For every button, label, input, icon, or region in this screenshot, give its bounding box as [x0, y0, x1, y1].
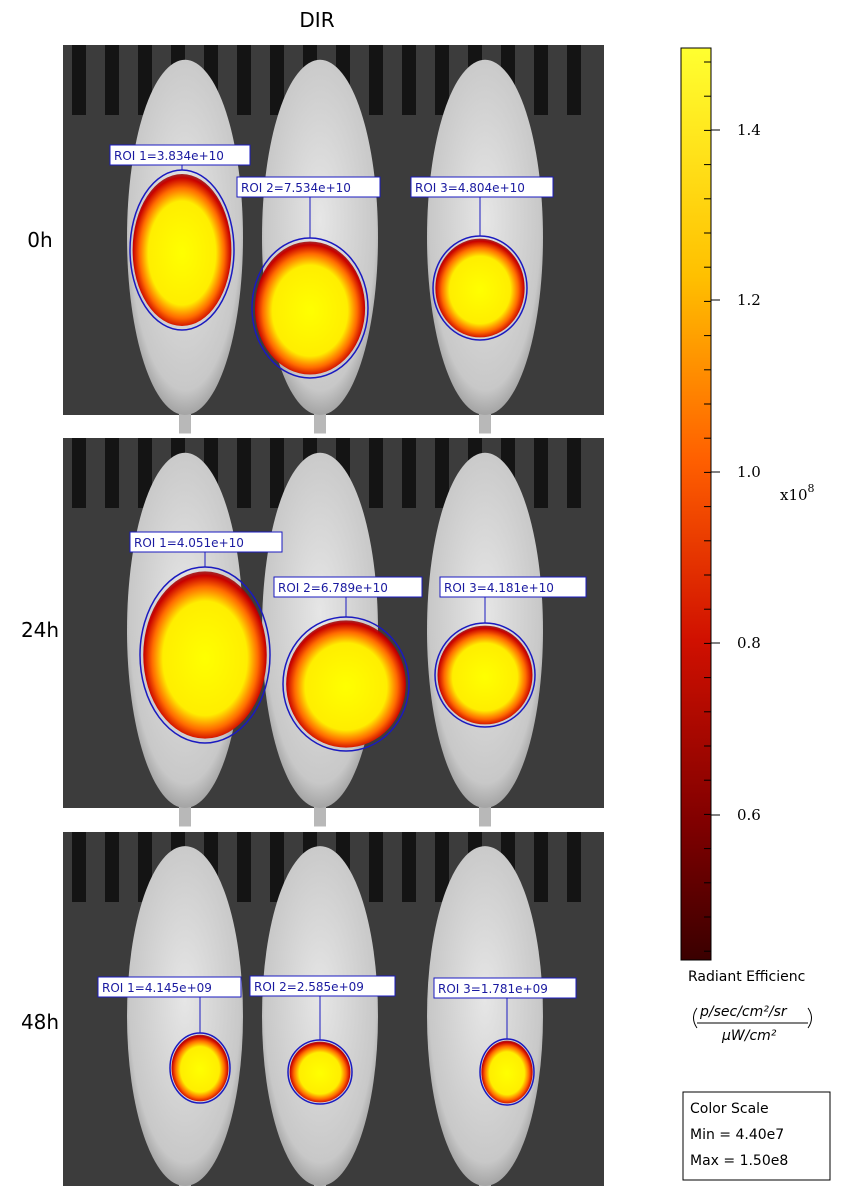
title: DIR: [299, 8, 334, 32]
unit-denominator: μW/cm²: [721, 1028, 777, 1044]
holder: [270, 45, 284, 115]
holder: [402, 45, 416, 115]
roi-label-box: [236, 176, 381, 198]
color-bar: [680, 47, 712, 961]
holder: [72, 832, 86, 902]
holder: [237, 438, 251, 508]
time-label: 48h: [21, 1010, 59, 1034]
holder: [534, 438, 548, 508]
holder: [435, 45, 449, 115]
box-title: Color Scale: [690, 1101, 769, 1117]
box-max: Max = 1.50e8: [690, 1153, 788, 1169]
roi-label: ROI 3=1.781e+09: [438, 982, 548, 996]
holder: [567, 438, 581, 508]
multiplier: x108: [780, 482, 815, 504]
signal: [481, 1040, 533, 1104]
tick-label: 0.6: [737, 806, 761, 824]
holder: [435, 832, 449, 902]
mouse: [427, 846, 543, 1186]
signal: [289, 1041, 351, 1103]
signal: [254, 241, 366, 375]
holder: [72, 45, 86, 115]
roi-label-box: [439, 576, 587, 598]
signal: [143, 571, 267, 739]
time-label: 0h: [27, 228, 52, 252]
roi-label: ROI 1=3.834e+10: [114, 149, 224, 163]
holder: [369, 832, 383, 902]
roi-label-box: [249, 975, 396, 997]
mouse: [427, 59, 543, 415]
holder: [237, 45, 251, 115]
roi-label: ROI 2=7.534e+10: [241, 181, 351, 195]
holder: [534, 45, 548, 115]
signal: [437, 625, 533, 725]
mouse: [127, 846, 243, 1186]
signal: [286, 620, 406, 748]
holder: [369, 438, 383, 508]
unit-numerator: p/sec/cm²/sr: [699, 1004, 788, 1020]
roi-label: ROI 3=4.181e+10: [444, 581, 554, 595]
roi-label: ROI 1=4.145e+09: [102, 981, 212, 995]
holder: [72, 438, 86, 508]
holder: [138, 45, 152, 115]
holder: [435, 438, 449, 508]
holder: [138, 438, 152, 508]
tick-label: 1.4: [737, 121, 761, 139]
color-scale-box: [682, 1091, 831, 1181]
roi-label-box: [109, 144, 251, 166]
signal: [171, 1034, 229, 1102]
roi-label: ROI 2=2.585e+09: [254, 980, 364, 994]
panels: 0h ROI 1=3.834e+10 ROI 2=7.534e+10 ROI 3=4.…: [21, 45, 604, 1186]
roi-label-box: [129, 531, 283, 553]
holder: [567, 45, 581, 115]
signal: [132, 174, 232, 326]
holder: [402, 438, 416, 508]
holder: [402, 832, 416, 902]
tick-label: 1.2: [737, 291, 761, 309]
roi-label: ROI 3=4.804e+10: [415, 181, 525, 195]
time-label: 24h: [21, 618, 59, 642]
roi-label-box: [410, 176, 554, 198]
roi-label-box: [273, 576, 423, 598]
paren: [693, 1007, 698, 1029]
roi-label: ROI 2=6.789e+10: [278, 581, 388, 595]
holder: [567, 832, 581, 902]
holder: [270, 438, 284, 508]
holder: [534, 832, 548, 902]
color-bar-label: Radiant Efficienc: [688, 969, 805, 985]
holder: [270, 832, 284, 902]
color-bar-ticks: 1.4 1.2 1.0 0.8 0.6: [704, 61, 761, 952]
tick-label: 0.8: [737, 634, 761, 652]
box-min: Min = 4.40e7: [690, 1127, 784, 1143]
roi-label-box: [97, 976, 242, 998]
holder: [105, 45, 119, 115]
holder: [105, 438, 119, 508]
signal: [435, 238, 525, 338]
holder: [369, 45, 383, 115]
roi-label-box: [433, 977, 577, 999]
holder: [237, 832, 251, 902]
tick-label: 1.0: [737, 463, 761, 481]
holder: [105, 832, 119, 902]
roi-label: ROI 1=4.051e+10: [134, 536, 244, 550]
paren: [807, 1007, 812, 1029]
